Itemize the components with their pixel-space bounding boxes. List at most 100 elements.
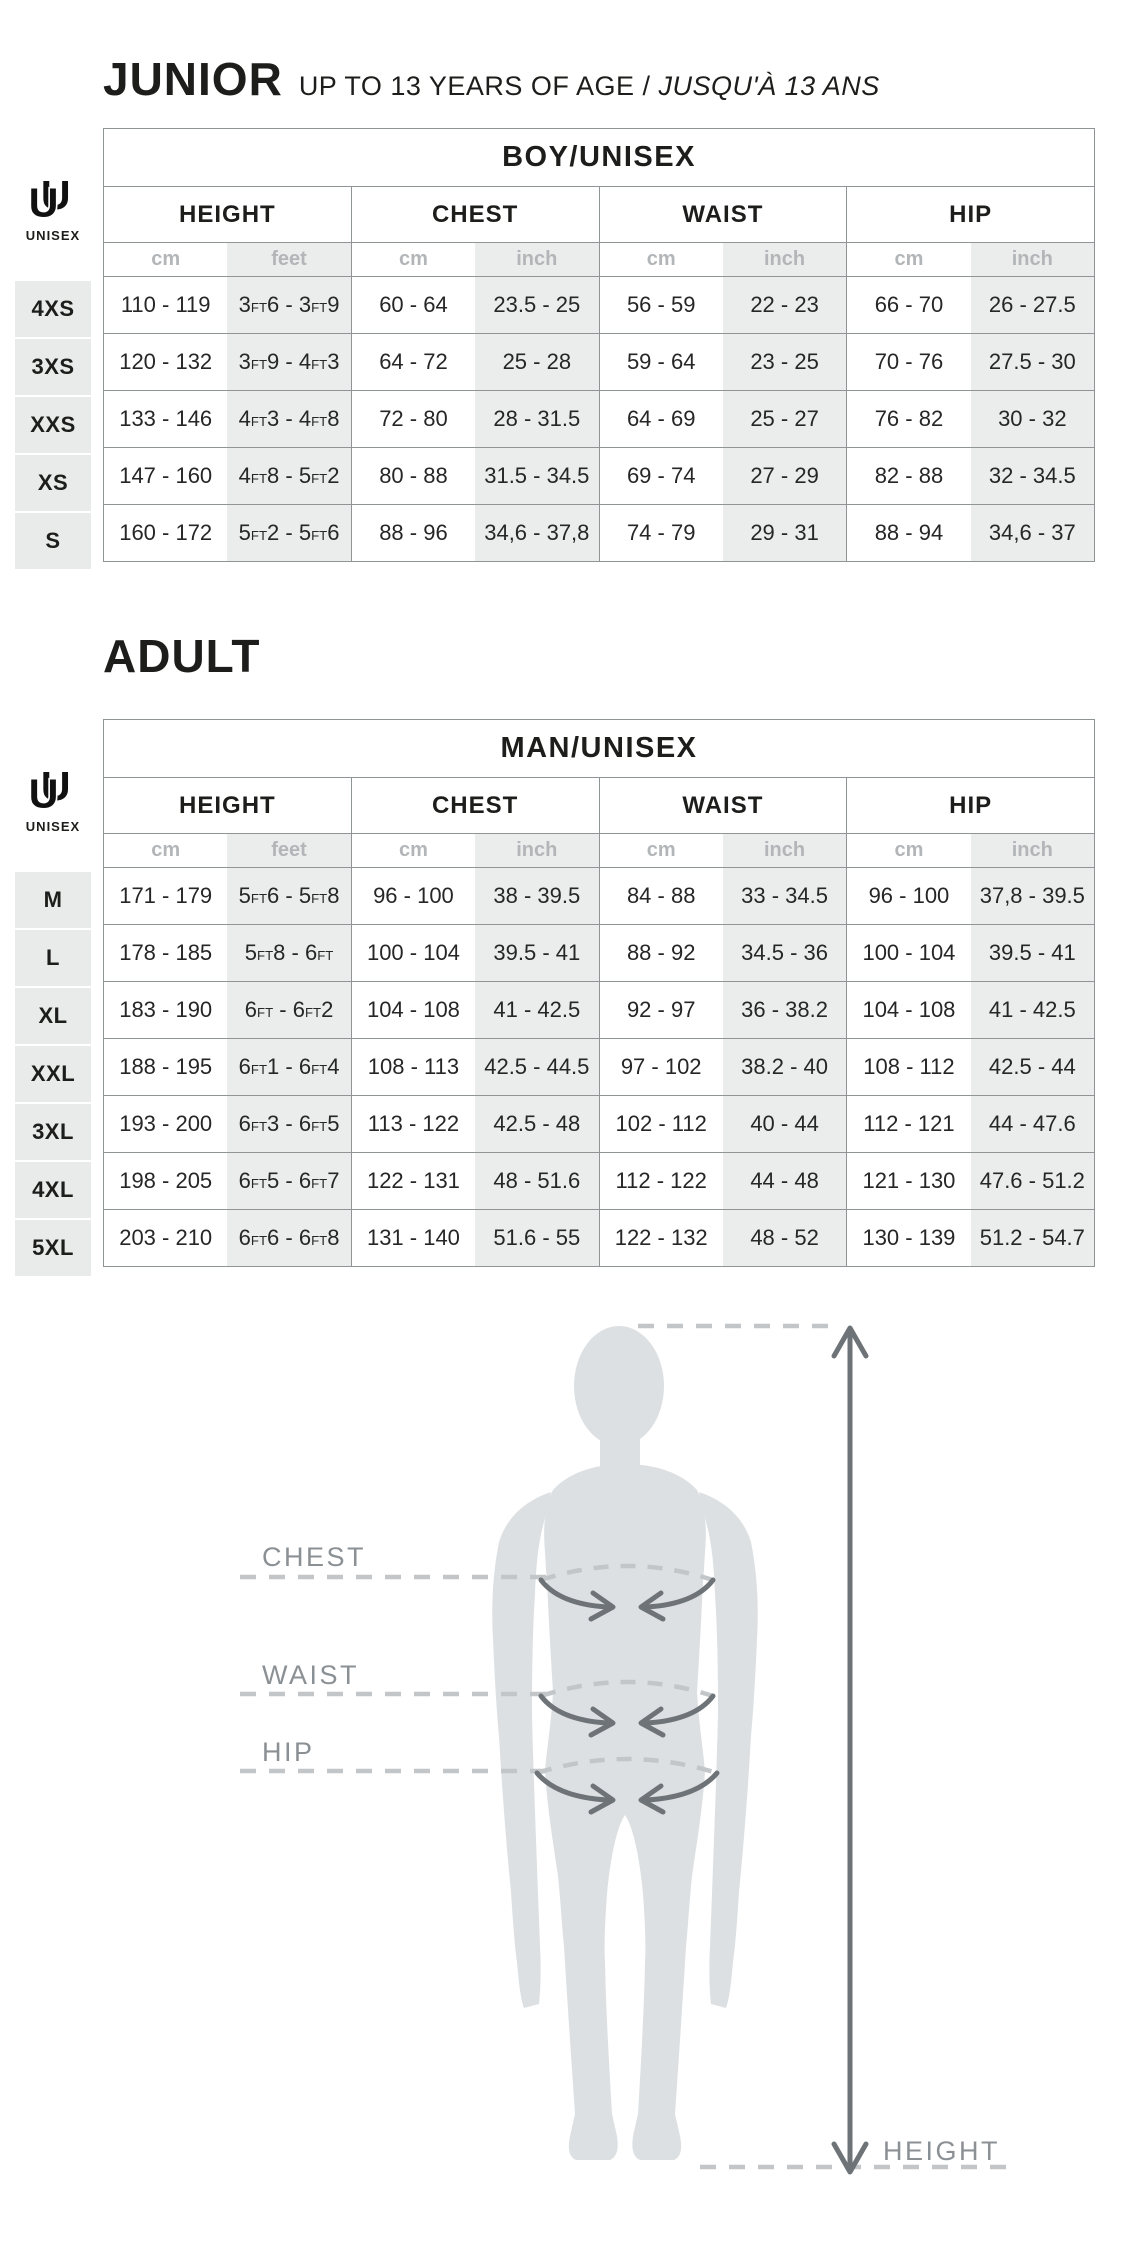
unit-header: cm bbox=[151, 839, 181, 861]
table-cell: 69 - 74 bbox=[598, 447, 723, 505]
table-cell: 108 - 113 bbox=[350, 1038, 476, 1096]
table-unit-row: cm feet cm inch cm inch cm inch bbox=[103, 833, 1095, 868]
unisex-logo: U U UNISEX bbox=[15, 719, 91, 872]
table-cell: 48 - 52 bbox=[722, 1209, 847, 1267]
table-cell: 131 - 140 bbox=[350, 1209, 476, 1267]
table-group-header-row: HEIGHT CHEST WAIST HIP bbox=[103, 186, 1095, 243]
junior-size-labels: 4XS 3XS XXS XS S bbox=[15, 281, 91, 569]
svg-text:U: U bbox=[41, 172, 71, 218]
table-cell: 34,6 - 37,8 bbox=[475, 504, 599, 562]
table-cell: 64 - 72 bbox=[350, 333, 476, 391]
size-label: 3XL bbox=[15, 1104, 91, 1160]
table-cell: 51.2 - 54.7 bbox=[970, 1209, 1095, 1267]
table-cell: 193 - 200 bbox=[119, 1111, 213, 1136]
table-row: 188 - 195 6FT1 - 6FT4 108 - 113 42.5 - 44.5… bbox=[103, 1038, 1095, 1096]
table-cell: 130 - 139 bbox=[846, 1209, 971, 1267]
svg-text:U: U bbox=[41, 763, 71, 809]
table-cell: 84 - 88 bbox=[598, 867, 723, 925]
man-unisex-size-table: MAN/UNISEX HEIGHT CHEST WAIST HIP cm fee… bbox=[103, 719, 1095, 1267]
table-row: 160 - 172 5FT2 - 5FT6 88 - 96 34,6 - 37,8 74… bbox=[103, 504, 1095, 562]
table-cell: 36 - 38.2 bbox=[722, 981, 847, 1039]
table-cell: 44 - 47.6 bbox=[970, 1095, 1095, 1153]
size-label: XXS bbox=[15, 397, 91, 453]
table-cell: 42.5 - 44.5 bbox=[475, 1038, 599, 1096]
table-cell: 39.5 - 41 bbox=[970, 924, 1095, 982]
unisex-logo-text: UNISEX bbox=[25, 819, 81, 834]
size-label: L bbox=[15, 930, 91, 986]
table-cell: 27.5 - 30 bbox=[970, 333, 1095, 391]
table-cell: 47.6 - 51.2 bbox=[970, 1152, 1095, 1210]
table-row: 147 - 160 4FT8 - 5FT2 80 - 88 31.5 - 34.5 69… bbox=[103, 447, 1095, 505]
table-cell: 3FT6 - 3FT9 bbox=[227, 276, 352, 334]
table-cell: 113 - 122 bbox=[350, 1095, 476, 1153]
unit-header: inch bbox=[722, 833, 847, 868]
measure-loop-back-arcs bbox=[536, 1563, 718, 1776]
table-cell: 72 - 80 bbox=[350, 390, 476, 448]
unisex-logo-text: UNISEX bbox=[25, 228, 81, 243]
table-row: 178 - 185 5FT8 - 6FT 100 - 104 39.5 - 41 88 … bbox=[103, 924, 1095, 982]
table-cell: 3FT9 - 4FT3 bbox=[227, 333, 352, 391]
table-cell: 34,6 - 37 bbox=[970, 504, 1095, 562]
table-cell: 96 - 100 bbox=[846, 867, 971, 925]
table-cell: 183 - 190 bbox=[119, 997, 213, 1022]
table-cell: 44 - 48 bbox=[722, 1152, 847, 1210]
table-cell: 5FT2 - 5FT6 bbox=[227, 504, 352, 562]
table-cell: 60 - 64 bbox=[350, 276, 476, 334]
table-cell: 74 - 79 bbox=[598, 504, 723, 562]
adult-title: ADULT bbox=[103, 630, 261, 682]
table-cell: 56 - 59 bbox=[598, 276, 723, 334]
table-cell: 59 - 64 bbox=[598, 333, 723, 391]
size-label: XS bbox=[15, 455, 91, 511]
table-cell: 88 - 94 bbox=[846, 504, 971, 562]
unit-header: feet bbox=[227, 242, 352, 277]
table-cell: 104 - 108 bbox=[350, 981, 476, 1039]
table-cell: 92 - 97 bbox=[598, 981, 723, 1039]
chest-measure-arrow bbox=[538, 1577, 716, 1622]
hip-label: HIP bbox=[262, 1737, 315, 1767]
table-row: 133 - 146 4FT3 - 4FT8 72 - 80 28 - 31.5 64 -… bbox=[103, 390, 1095, 448]
table-row: 198 - 205 6FT5 - 6FT7 122 - 131 48 - 51.6 11… bbox=[103, 1152, 1095, 1210]
table-cell: 82 - 88 bbox=[846, 447, 971, 505]
table-cell: 25 - 28 bbox=[475, 333, 599, 391]
body-silhouette bbox=[492, 1326, 758, 2160]
table-unit-row: cm feet cm inch cm inch cm inch bbox=[103, 242, 1095, 277]
table-cell: 122 - 131 bbox=[350, 1152, 476, 1210]
group-header-waist: WAIST bbox=[598, 777, 847, 834]
group-header-waist: WAIST bbox=[598, 186, 847, 243]
table-cell: 33 - 34.5 bbox=[722, 867, 847, 925]
table-group-header-row: HEIGHT CHEST WAIST HIP bbox=[103, 777, 1095, 834]
table-cell: 171 - 179 bbox=[119, 883, 213, 908]
table-cell: 25 - 27 bbox=[722, 390, 847, 448]
size-label: M bbox=[15, 872, 91, 928]
table-cell: 4FT3 - 4FT8 bbox=[227, 390, 352, 448]
table-cell: 39.5 - 41 bbox=[475, 924, 599, 982]
group-header-chest: CHEST bbox=[350, 777, 599, 834]
unit-header: inch bbox=[970, 833, 1095, 868]
table-cell: 147 - 160 bbox=[119, 463, 213, 488]
table-row: 183 - 190 6FT - 6FT2 104 - 108 41 - 42.5 92 … bbox=[103, 981, 1095, 1039]
table-cell: 40 - 44 bbox=[722, 1095, 847, 1153]
unit-header: cm bbox=[350, 833, 476, 868]
unit-header: inch bbox=[475, 833, 599, 868]
table-cell: 102 - 112 bbox=[598, 1095, 723, 1153]
table-cell: 66 - 70 bbox=[846, 276, 971, 334]
table-cell: 133 - 146 bbox=[119, 406, 213, 431]
table-row: 110 - 119 3FT6 - 3FT9 60 - 64 23.5 - 25 56 -… bbox=[103, 276, 1095, 334]
junior-subtitle: UP TO 13 YEARS OF AGE / JUSQU'À 13 ANS bbox=[299, 71, 880, 102]
table-cell: 160 - 172 bbox=[119, 520, 213, 545]
group-header-hip: HIP bbox=[846, 186, 1095, 243]
unit-header: cm bbox=[598, 242, 723, 277]
table-cell: 22 - 23 bbox=[722, 276, 847, 334]
adult-size-section: ADULT U U UNISEX M L XL XXL 3XL 4XL 5XL MAN/UN… bbox=[15, 633, 1147, 1278]
adult-section-heading: ADULT bbox=[103, 633, 1147, 679]
table-cell: 70 - 76 bbox=[846, 333, 971, 391]
table-cell: 64 - 69 bbox=[598, 390, 723, 448]
table-cell: 6FT1 - 6FT4 bbox=[227, 1038, 352, 1096]
table-cell: 112 - 122 bbox=[598, 1152, 723, 1210]
table-cell: 108 - 112 bbox=[846, 1038, 971, 1096]
table-cell: 88 - 92 bbox=[598, 924, 723, 982]
size-label: XL bbox=[15, 988, 91, 1044]
adult-table-block: U U UNISEX M L XL XXL 3XL 4XL 5XL MAN/UNISEX H… bbox=[15, 719, 1147, 1278]
table-cell: 110 - 119 bbox=[120, 292, 211, 317]
